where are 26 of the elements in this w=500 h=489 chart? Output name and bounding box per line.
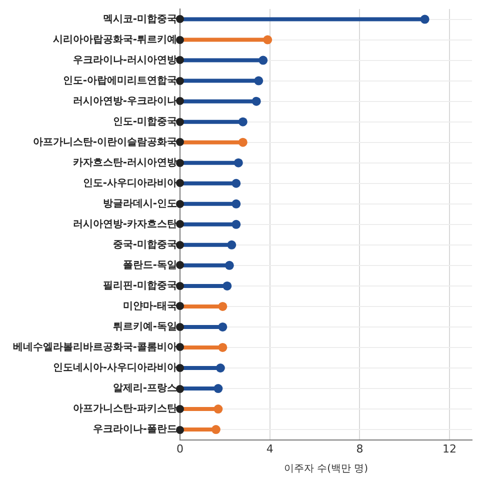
y-tick-label: 미얀마-태국: [122, 301, 177, 312]
y-tick-label: 우크라이나-폴란드: [92, 424, 177, 436]
x-tick-label: 4: [266, 442, 274, 456]
y-tick-label: 인도-사우디아라비아: [82, 178, 177, 189]
x-axis-title: 이주자 수(백만 명): [284, 464, 368, 475]
y-tick-label: 필리핀-미합중국: [102, 280, 177, 292]
y-tick-label: 방글라데시-인도: [102, 198, 177, 210]
y-tick-label: 튀르키예-독일: [112, 322, 177, 333]
y-tick-label: 아프가니스탄-이란이슬람공화국: [32, 136, 177, 148]
y-tick-label: 우크라이나-러시아연방: [72, 54, 177, 66]
y-tick-label: 러시아연방-우크라이나: [72, 96, 177, 107]
y-tick-label: 인도네시아-사우디아라비아: [52, 362, 177, 374]
y-tick-label: 멕시코-미합중국: [102, 14, 177, 25]
y-tick-label: 러시아연방-카자흐스탄: [72, 218, 177, 230]
y-tick-label: 알제리-프랑스: [112, 383, 177, 394]
y-tick-label: 인도-미합중국: [112, 116, 177, 128]
y-tick-label: 인도-아랍에미리트연합국: [62, 75, 177, 86]
y-tick-label: 폴란드-독일: [122, 260, 177, 272]
y-tick-label: 중국-미합중국: [112, 240, 177, 251]
y-tick-label: 시리아아랍공화국-튀르키예: [52, 34, 177, 46]
x-tick-label: 0: [176, 442, 184, 456]
x-tick-label: 8: [356, 442, 364, 456]
y-tick-label: 카자흐스탄-러시아연방: [72, 157, 177, 168]
x-tick-label: 12: [442, 442, 457, 456]
y-tick-label: 베네수엘라볼리바르공화국-콜롬비아: [12, 342, 177, 354]
y-tick-label: 아프가니스탄-파키스탄: [72, 404, 177, 415]
